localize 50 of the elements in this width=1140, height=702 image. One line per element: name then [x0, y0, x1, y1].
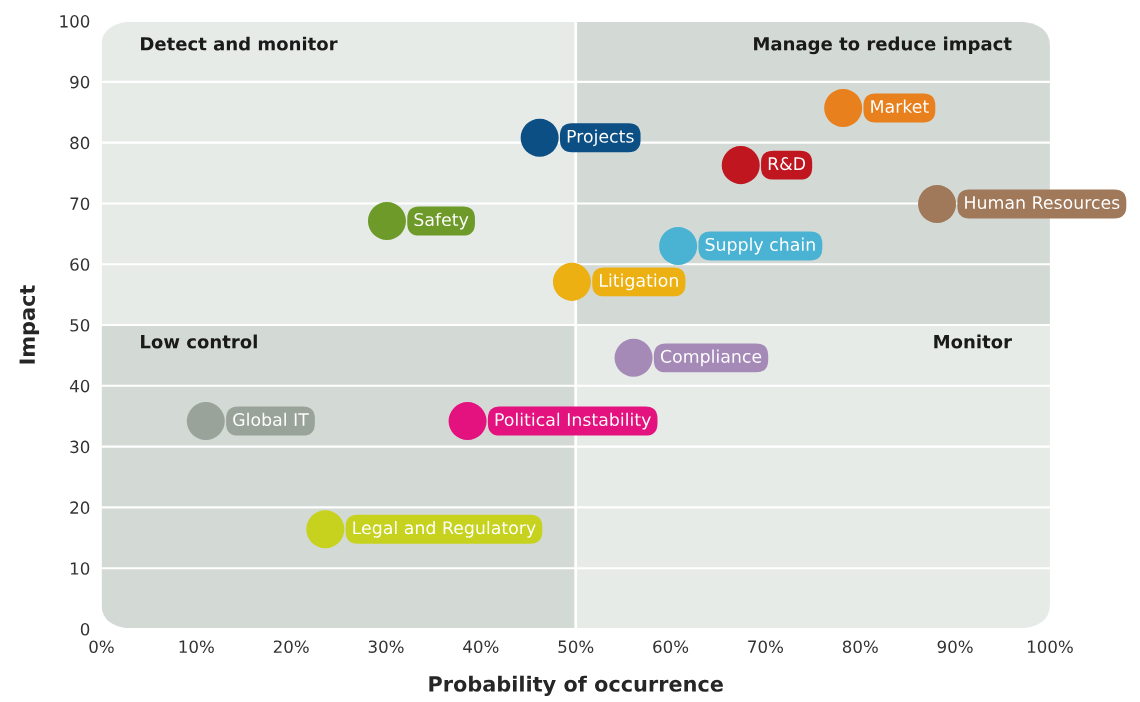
- y-axis-title: Impact: [19, 285, 40, 364]
- series-label: Compliance: [660, 349, 762, 367]
- annotation: Detect and monitor: [141, 36, 338, 51]
- y-tick-label: 30: [70, 440, 90, 454]
- series-label: Safety: [414, 212, 469, 230]
- point: [659, 226, 698, 266]
- series-label: Supply chain: [705, 237, 815, 255]
- series-label: R&D: [768, 157, 806, 171]
- x-tick-label: 30%: [368, 640, 404, 653]
- point: [448, 402, 487, 441]
- x-tick-label: 20%: [273, 640, 309, 653]
- annotation: Monitor: [934, 334, 1012, 349]
- x-tick-label: 10%: [179, 640, 214, 653]
- y-tick-label: 70: [70, 197, 90, 211]
- y-tick-label: 100: [60, 15, 90, 28]
- series-label: Market: [871, 99, 929, 114]
- point: [520, 118, 559, 157]
- y-tick-label: 20: [70, 501, 90, 514]
- x-axis-title: Probability of occurrence: [429, 675, 723, 696]
- point: [367, 202, 406, 241]
- x-tick-label: 100%: [1027, 640, 1073, 653]
- point: [552, 262, 591, 301]
- y-tick-label: 0: [80, 622, 90, 636]
- x-tick-label: 40%: [463, 640, 499, 653]
- x-tick-label: 60%: [653, 640, 689, 653]
- point: [824, 88, 863, 128]
- y-tick-label: 80: [70, 136, 90, 150]
- x-tick-label: 90%: [937, 640, 973, 653]
- x-tick-label: 80%: [842, 640, 878, 653]
- point: [306, 510, 345, 549]
- y-tick-label: 60: [70, 258, 90, 271]
- x-tick-label: 70%: [748, 640, 783, 653]
- y-tick-label: 90: [70, 75, 90, 89]
- series-label: Political Instability: [495, 412, 651, 430]
- y-tick-label: 10: [70, 562, 90, 575]
- series-label: Projects: [567, 129, 634, 147]
- point: [918, 185, 957, 224]
- annotation: Manage to reduce impact: [754, 36, 1012, 55]
- x-tick-label: 0%: [89, 640, 114, 653]
- y-tick-label: 40: [69, 379, 90, 393]
- point: [186, 402, 225, 441]
- point: [721, 146, 760, 185]
- series-label: Human Resources: [965, 196, 1120, 210]
- point: [614, 338, 653, 377]
- y-tick-label: 50: [70, 318, 90, 332]
- series-label: Global IT: [233, 412, 309, 427]
- x-tick-label: 50%: [558, 640, 594, 653]
- series-label: Legal and Regulatory: [353, 520, 536, 538]
- annotation: Low control: [141, 334, 257, 349]
- series-label: Litigation: [600, 273, 678, 291]
